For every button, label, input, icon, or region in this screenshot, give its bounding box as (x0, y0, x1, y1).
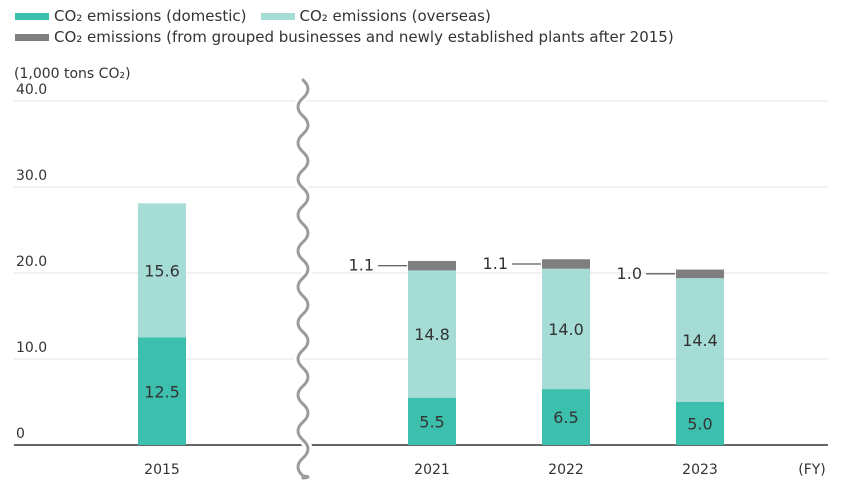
x-tick-label: 2022 (548, 462, 584, 478)
y-tick-label: 40.0 (16, 82, 47, 98)
legend-row-1: CO₂ emissions (domestic) CO₂ emissions (… (15, 6, 505, 26)
callout-label: 1.0 (617, 264, 642, 283)
legend-label-grouped: CO₂ emissions (from grouped businesses a… (54, 28, 674, 46)
y-tick-label: 0 (16, 426, 25, 442)
y-tick-label: 30.0 (16, 168, 47, 184)
y-tick-label: 20.0 (16, 254, 47, 270)
legend-label-domestic: CO₂ emissions (domestic) (54, 7, 247, 25)
axis-break-squiggle (293, 76, 313, 483)
bar-segment (408, 270, 456, 398)
bar-segment (542, 389, 590, 445)
legend-item-domestic: CO₂ emissions (domestic) (15, 7, 247, 25)
x-tick-label: 2015 (144, 462, 180, 478)
legend-item-overseas: CO₂ emissions (overseas) (260, 7, 491, 25)
data-label: 14.8 (414, 325, 450, 344)
y-tick-label: 10.0 (16, 340, 47, 356)
bar-segment (138, 337, 186, 445)
data-label: 14.4 (682, 331, 718, 350)
bar-segment (408, 397, 456, 445)
data-label: 5.0 (687, 415, 712, 434)
bar-segment (676, 278, 724, 402)
legend-label-overseas: CO₂ emissions (overseas) (299, 7, 491, 25)
data-label: 12.5 (144, 382, 180, 401)
callouts: 1.1 1.1 1.0 (349, 254, 675, 283)
bar-segment (542, 259, 590, 269)
bar-segment (138, 203, 186, 338)
legend-row-2: CO₂ emissions (from grouped businesses a… (15, 27, 688, 47)
y-axis-unit-label: (1,000 tons CO₂) (14, 66, 131, 82)
callout-label: 1.1 (483, 254, 508, 273)
bar-segment (676, 402, 724, 445)
x-tick-label: 2021 (414, 462, 450, 478)
legend-item-grouped: CO₂ emissions (from grouped businesses a… (15, 28, 674, 46)
bar-segment (408, 260, 456, 271)
data-label: 5.5 (419, 412, 444, 431)
x-axis-unit-label: (FY) (798, 462, 826, 478)
x-tick-label: 2023 (682, 462, 718, 478)
data-label: 14.0 (548, 320, 584, 339)
callout-label: 1.1 (349, 256, 374, 275)
legend-swatch-overseas (260, 12, 295, 20)
legend-swatch-domestic (15, 12, 49, 20)
bar-segment (542, 268, 590, 390)
x-axis-labels: 2015 2021 2022 2023 (144, 462, 718, 478)
y-axis-ticks: 0 10.0 20.0 30.0 40.0 (16, 82, 47, 442)
data-label: 15.6 (144, 261, 180, 280)
data-label: 6.5 (553, 408, 578, 427)
bar-segment (676, 269, 724, 279)
bars: 12.5 15.6 5.5 14.8 6.5 14.0 5.0 14.4 (138, 203, 724, 445)
axis-break-line (296, 78, 310, 480)
legend-swatch-grouped (15, 33, 49, 41)
